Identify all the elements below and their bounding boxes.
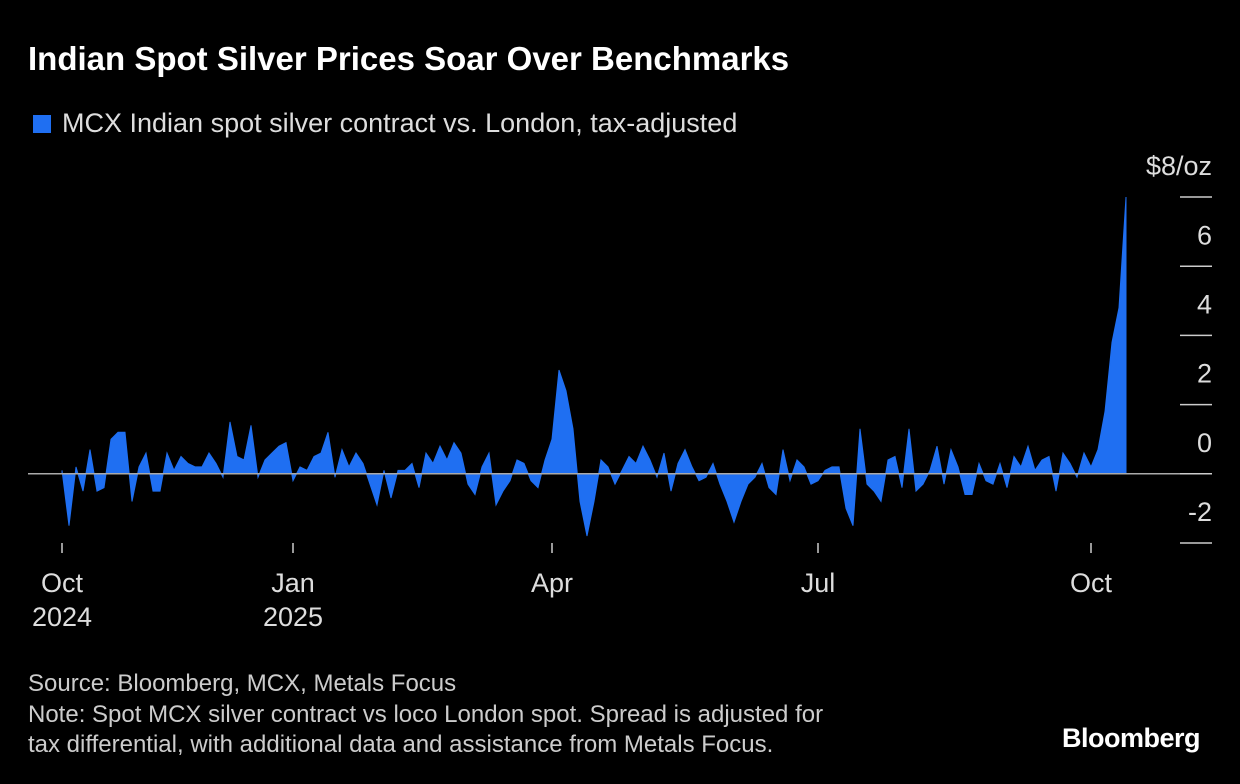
x-tick-label: Oct — [1069, 568, 1112, 598]
y-tick-label: $8/oz — [1146, 151, 1212, 181]
y-tick-label: 6 — [1197, 220, 1212, 250]
legend: MCX Indian spot silver contract vs. Lond… — [33, 108, 737, 139]
area — [61, 196, 1127, 537]
x-tick-label: Jul — [800, 568, 836, 598]
x-tick-label: Oct 2024 — [31, 568, 93, 632]
y-tick-label: 2 — [1197, 359, 1212, 389]
x-tick-label: Apr — [530, 568, 574, 598]
note: Note: Spot MCX silver contract vs loco L… — [28, 701, 824, 758]
brand: Bloomberg — [1061, 723, 1201, 753]
legend-swatch — [33, 114, 51, 133]
legend-label: MCX Indian spot silver contract vs. Lond… — [62, 108, 738, 138]
y-tick-label: -2 — [1188, 497, 1212, 527]
x-tick-label: Jan 2025 — [262, 568, 324, 632]
source: Source: Bloomberg, MCX, Metals Focus — [28, 670, 457, 697]
chart-title: Indian Spot Silver Prices Soar Over Benc… — [28, 40, 790, 77]
y-tick-label: 0 — [1197, 428, 1212, 458]
y-tick-label: 4 — [1197, 290, 1212, 320]
